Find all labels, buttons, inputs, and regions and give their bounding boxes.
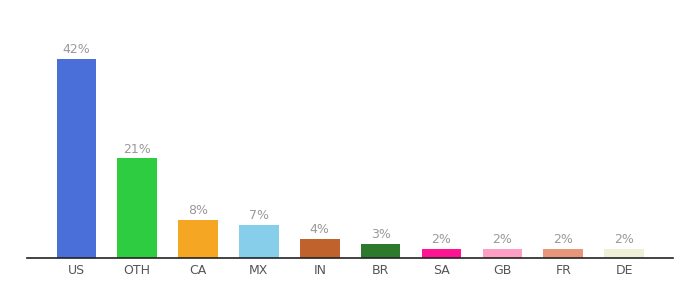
Bar	[543, 248, 583, 258]
Bar	[239, 225, 279, 258]
Text: 7%: 7%	[249, 209, 269, 222]
Bar	[300, 239, 339, 258]
Text: 2%: 2%	[432, 233, 452, 246]
Text: 42%: 42%	[63, 43, 90, 56]
Bar	[118, 158, 157, 258]
Text: 3%: 3%	[371, 228, 390, 241]
Bar	[178, 220, 218, 258]
Text: 2%: 2%	[492, 233, 512, 246]
Text: 4%: 4%	[310, 223, 330, 236]
Text: 2%: 2%	[614, 233, 634, 246]
Bar	[56, 59, 96, 258]
Bar	[361, 244, 401, 258]
Bar	[483, 248, 522, 258]
Text: 21%: 21%	[123, 142, 151, 156]
Text: 8%: 8%	[188, 204, 208, 217]
Text: 2%: 2%	[554, 233, 573, 246]
Bar	[605, 248, 644, 258]
Bar	[422, 248, 461, 258]
